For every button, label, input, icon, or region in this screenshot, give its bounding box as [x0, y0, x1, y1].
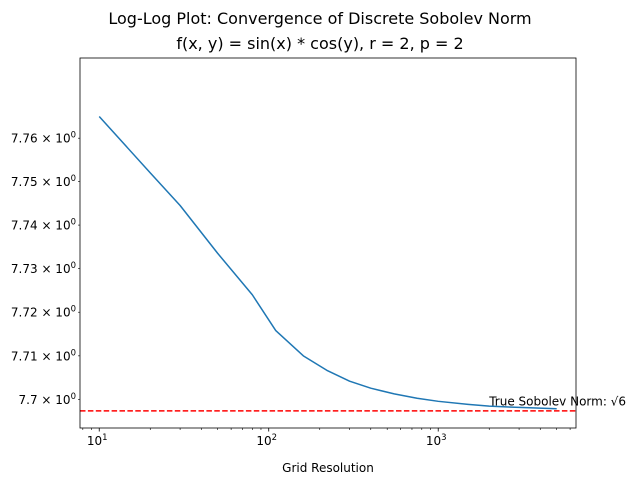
- chart-title: Log-Log Plot: Convergence of Discrete So…: [108, 9, 531, 28]
- y-tick-label: 7.74 × 100: [11, 218, 76, 233]
- plot-area: True Sobolev Norm: √6: [80, 115, 626, 412]
- chart-subtitle: f(x, y) = sin(x) * cos(y), r = 2, p = 2: [176, 34, 463, 53]
- y-tick-label: 7.72 × 100: [11, 305, 76, 320]
- x-tick-label: 103: [426, 433, 447, 448]
- y-tick-label: 7.71 × 100: [11, 348, 76, 363]
- x-tick-label: 102: [256, 433, 277, 448]
- y-tick-label: 7.73 × 100: [11, 261, 76, 276]
- axes-frame: [79, 57, 577, 429]
- x-axis-label: Grid Resolution: [282, 461, 374, 475]
- y-tick-label: 7.7 × 100: [19, 392, 76, 407]
- x-tick-label: 101: [87, 433, 108, 448]
- y-tick-label: 7.75 × 100: [11, 174, 76, 189]
- series-line-0: [98, 115, 557, 410]
- axes: 101 102 103 7.7 × 100 7.71 × 100 7.72 × 100 7.…: [11, 57, 577, 448]
- reference-annotation: True Sobolev Norm: √6: [488, 395, 626, 409]
- y-tick-label: 7.76 × 100: [11, 131, 76, 146]
